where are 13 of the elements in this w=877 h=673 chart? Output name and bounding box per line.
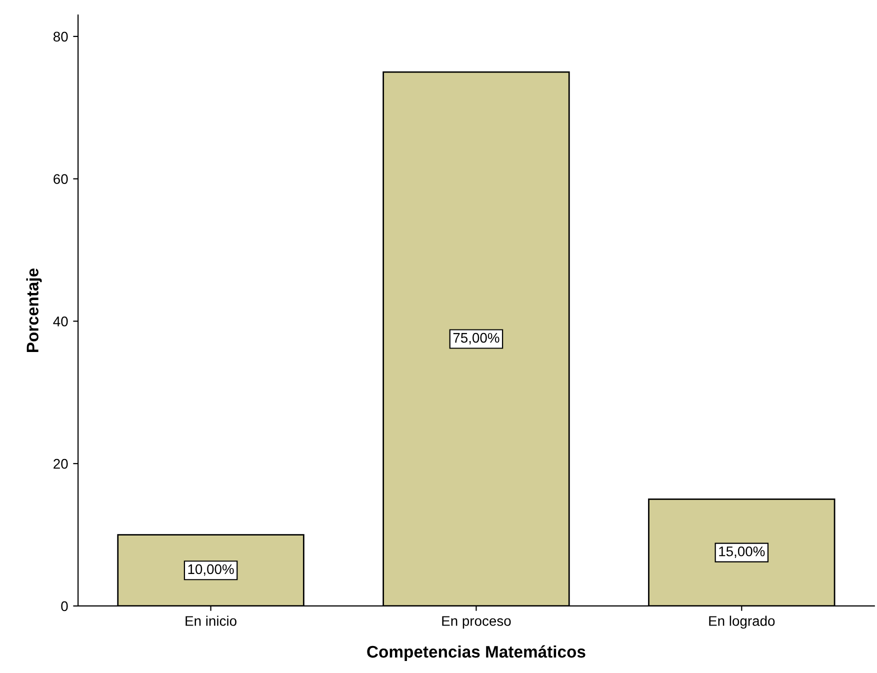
- data-label: 10,00%: [188, 564, 234, 576]
- data-label: 75,00%: [453, 332, 500, 344]
- data-label: 15,00%: [719, 546, 765, 558]
- y-tick-label: 80: [53, 32, 68, 42]
- x-tick-label: En inicio: [186, 616, 236, 626]
- y-tick-label: 40: [53, 316, 68, 326]
- y-tick-label: 20: [54, 458, 68, 469]
- y-axis-title: Porcentaje: [26, 268, 42, 352]
- x-axis-title: Competencias Matemáticos: [367, 645, 586, 661]
- y-tick-label: 0: [61, 601, 68, 612]
- x-tick-label: En proceso: [442, 616, 511, 629]
- y-tick-label: 60: [54, 174, 68, 184]
- x-tick-label: En logrado: [709, 616, 775, 629]
